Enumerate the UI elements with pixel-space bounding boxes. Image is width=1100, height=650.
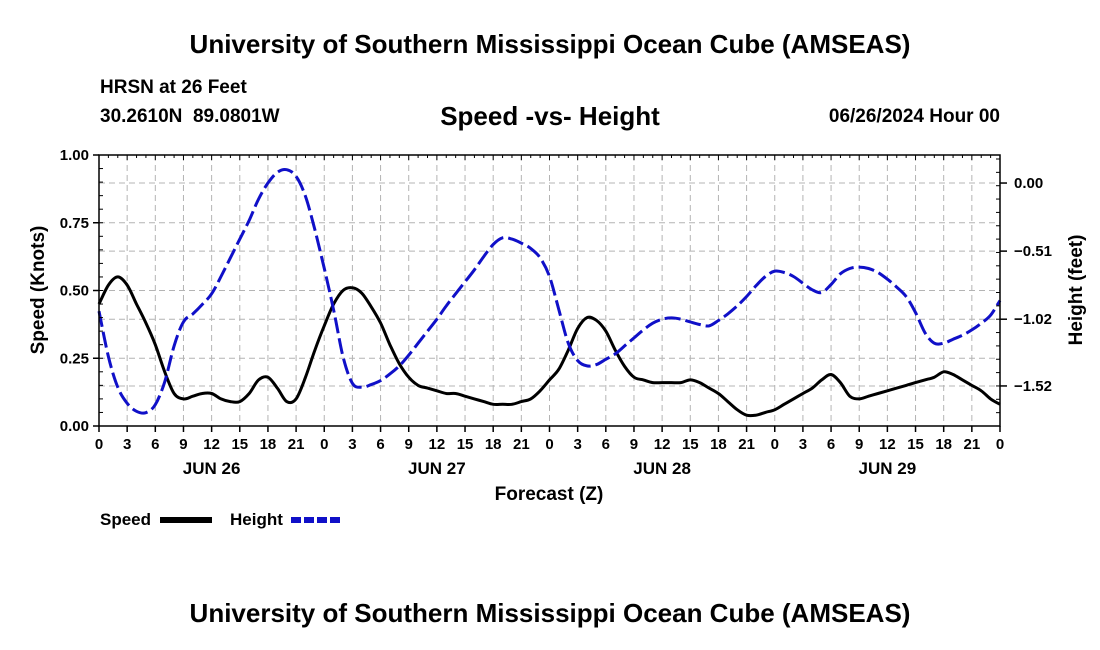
y-axis-title-left: Speed (Knots) [28,226,49,355]
x-tick-label: 0 [320,436,328,453]
x-tick-label: 15 [907,436,924,453]
coordinates: 30.2610N 89.0801W [100,106,280,128]
day-label: JUN 28 [633,459,691,478]
x-tick-label: 12 [203,436,220,453]
x-tick-label: 6 [151,436,159,453]
x-tick-label: 15 [231,436,248,453]
x-tick-label: 9 [630,436,638,453]
x-tick-label: 21 [964,436,981,453]
x-tick-label: 15 [682,436,699,453]
x-tick-label: 3 [573,436,581,453]
x-tick-label: 21 [738,436,755,453]
day-label: JUN 27 [408,459,466,478]
day-label: JUN 26 [183,459,241,478]
longitude: 89.0801W [192,106,280,127]
y-right-tick-label: −1.52 [1014,378,1052,395]
x-tick-label: 18 [935,436,952,453]
x-tick-label: 0 [771,436,779,453]
station-label: HRSN at 26 Feet [100,77,247,98]
footer-title: University of Southern Mississippi Ocean… [189,598,911,628]
x-tick-label: 12 [654,436,671,453]
series-line-height [97,168,1002,415]
x-tick-label: 3 [123,436,131,453]
x-tick-label: 9 [405,436,413,453]
x-tick-label: 9 [179,436,187,453]
x-tick-label: 21 [513,436,530,453]
y-left-tick-label: 0.25 [60,350,89,367]
y-right-tick-label: −1.02 [1014,311,1052,328]
x-tick-label: 0 [996,436,1004,453]
x-tick-label: 12 [429,436,446,453]
axis-ticks [93,154,1007,432]
x-tick-label: 6 [827,436,835,453]
y-axis-title-right: Height (feet) [1066,235,1087,346]
x-tick-label: 0 [95,436,103,453]
x-tick-label: 6 [376,436,384,453]
chart-title: Speed -vs- Height [440,101,660,131]
forecast-timestamp: 06/26/2024 Hour 00 [828,106,1000,127]
axis-labels: 0 3 6 9 12 15 18 21 0 3 6 9 12 15 18 21 0 3 6 9 12 15 18 21 0 3 6 9… [60,147,1052,478]
latitude: 30.2610N [100,106,183,127]
x-tick-label: 0 [545,436,553,453]
day-label: JUN 29 [859,459,917,478]
legend: Speed Height [100,510,343,529]
y-right-tick-label: 0.00 [1014,175,1043,192]
x-tick-label: 6 [602,436,610,453]
x-tick-label: 21 [288,436,305,453]
series-line-speed [97,275,1001,418]
x-tick-label: 18 [485,436,502,453]
x-tick-label: 12 [879,436,896,453]
x-tick-label: 18 [260,436,277,453]
y-left-tick-label: 0.50 [60,283,89,300]
x-tick-label: 18 [710,436,727,453]
x-axis-title: Forecast (Z) [495,484,604,505]
x-tick-label: 3 [348,436,356,453]
y-left-tick-label: 1.00 [60,147,89,164]
grid-lines [99,155,1000,426]
y-right-tick-label: −0.51 [1014,243,1052,260]
y-left-tick-label: 0.75 [60,215,89,232]
legend-speed-label: Speed [100,510,151,529]
x-tick-label: 15 [457,436,474,453]
y-left-tick-label: 0.00 [60,418,89,435]
legend-height-label: Height [230,510,283,529]
series-layer [97,168,1002,418]
x-tick-label: 3 [799,436,807,453]
page-title: University of Southern Mississippi Ocean… [189,29,911,59]
x-tick-label: 9 [855,436,863,453]
